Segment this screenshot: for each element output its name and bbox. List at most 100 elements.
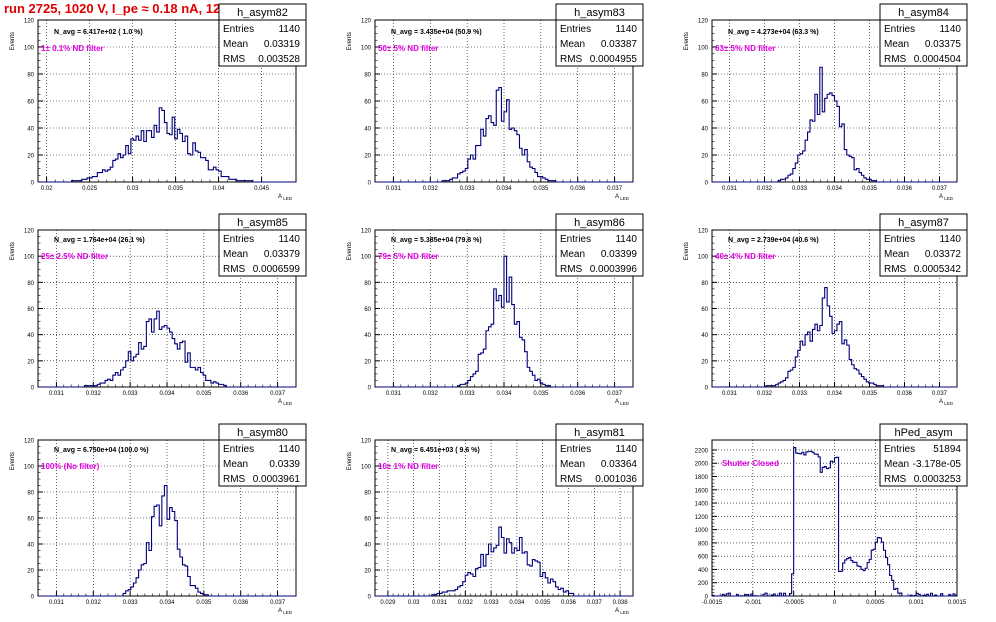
stats-box bbox=[555, 213, 644, 277]
y-tick-label: 60 bbox=[364, 517, 371, 523]
histogram-panel-h_asym85: 0 20 40 60 80 100 120 0.031 0.032 0.033 0.034 0.035… bbox=[10, 213, 307, 406]
filter-annotation: 40± 4% ND filter bbox=[715, 252, 775, 261]
y-axis-label: Events bbox=[347, 242, 353, 260]
stats-key-entries: Entries bbox=[560, 234, 591, 245]
x-tick-label: -0.001 bbox=[744, 600, 762, 606]
x-tick-label: 0.02 bbox=[41, 186, 53, 192]
stats-key-rms: RMS bbox=[560, 54, 583, 65]
filter-annotation: Shutter Closed bbox=[722, 459, 779, 468]
histogram-title: hPed_asym bbox=[894, 427, 952, 439]
x-tick-label: -0.0015 bbox=[702, 600, 723, 606]
x-tick-label: 0.032 bbox=[458, 600, 474, 606]
y-axis-label: Events bbox=[684, 242, 690, 260]
y-tick-label: 100 bbox=[698, 46, 709, 52]
stats-key-mean: Mean bbox=[560, 459, 585, 470]
x-tick-label: 0.031 bbox=[386, 186, 402, 192]
x-tick-label: 0.033 bbox=[460, 391, 476, 397]
x-tick-label: 0.0015 bbox=[948, 600, 967, 606]
histogram-panel-h_asym84: 0 20 40 60 80 100 120 0.031 0.032 0.033 0.034 0.035… bbox=[684, 3, 968, 201]
navg-label: N_avg = 3.435e+04 (50.9 %) bbox=[391, 29, 482, 36]
y-tick-label: 1800 bbox=[695, 475, 709, 481]
y-tick-label: 0 bbox=[368, 595, 372, 601]
histogram-panel-h_asym82: 0 20 40 60 80 100 120 0.02 0.025 0.03 0.035 0.04 0.0… bbox=[10, 3, 307, 201]
y-tick-label: 0 bbox=[31, 386, 35, 392]
y-tick-label: 80 bbox=[27, 73, 34, 79]
stats-key-mean: Mean bbox=[560, 249, 585, 260]
stats-key-entries: Entries bbox=[223, 444, 254, 455]
y-tick-label: 60 bbox=[364, 100, 371, 106]
y-tick-label: 60 bbox=[27, 307, 34, 313]
x-axis-label: A LED bbox=[939, 194, 954, 201]
page-title: run 2725, 1020 V, I_pe ≈ 0.18 nA, 120 Hz bbox=[4, 1, 247, 16]
x-tick-label: 0.035 bbox=[862, 186, 878, 192]
stats-value-mean: 0.03379 bbox=[264, 249, 301, 260]
x-tick-label: 0.034 bbox=[496, 391, 512, 397]
x-tick-label: 0.04 bbox=[213, 186, 225, 192]
x-tick-label: 0.031 bbox=[432, 600, 448, 606]
stats-box bbox=[555, 3, 644, 67]
filter-annotation: 100% (No filter) bbox=[41, 462, 100, 471]
y-tick-label: 120 bbox=[361, 229, 372, 235]
x-tick-label: 0.0005 bbox=[866, 600, 885, 606]
y-tick-label: 1400 bbox=[695, 502, 709, 508]
y-tick-label: 80 bbox=[364, 73, 371, 79]
x-tick-label: 0.033 bbox=[460, 186, 476, 192]
stats-value-mean: 0.03387 bbox=[601, 39, 638, 50]
histogram-panel-h_asym81: 0 20 40 60 80 100 120 0.029 0.03 0.031 0.032 0.033 0… bbox=[347, 423, 644, 615]
histogram-panel-h_asym87: 0 20 40 60 80 100 120 0.031 0.032 0.033 0.034 0.035… bbox=[684, 213, 968, 406]
x-tick-label: 0.037 bbox=[607, 391, 623, 397]
x-tick-label: 0.034 bbox=[496, 186, 512, 192]
stats-key-entries: Entries bbox=[560, 24, 591, 35]
y-tick-label: 2000 bbox=[695, 462, 709, 468]
y-tick-label: 0 bbox=[705, 386, 709, 392]
y-tick-label: 20 bbox=[701, 359, 708, 365]
y-tick-label: 100 bbox=[361, 46, 372, 52]
x-tick-label: 0.031 bbox=[49, 600, 65, 606]
y-tick-label: 100 bbox=[361, 465, 372, 471]
y-tick-label: 100 bbox=[24, 46, 35, 52]
histogram-title: h_asym82 bbox=[237, 7, 288, 19]
x-tick-label: 0.032 bbox=[86, 600, 102, 606]
y-axis-label: Events bbox=[684, 32, 690, 50]
stats-key-rms: RMS bbox=[884, 54, 907, 65]
x-tick-label: 0.032 bbox=[86, 391, 102, 397]
histogram-line bbox=[38, 310, 296, 388]
y-tick-label: 1200 bbox=[695, 515, 709, 521]
x-tick-label: 0.034 bbox=[827, 186, 843, 192]
y-tick-label: 0 bbox=[31, 181, 35, 187]
y-tick-label: 20 bbox=[701, 154, 708, 160]
stats-value-entries: 1140 bbox=[278, 234, 300, 245]
y-tick-label: 20 bbox=[364, 154, 371, 160]
x-tick-label: 0.031 bbox=[722, 186, 738, 192]
y-tick-label: 0 bbox=[368, 181, 372, 187]
stats-value-rms: 0.0003996 bbox=[590, 264, 638, 275]
stats-value-rms: 0.0003961 bbox=[253, 474, 301, 485]
navg-label: N_avg = 2.739e+04 (40.6 %) bbox=[728, 237, 819, 244]
y-tick-label: 60 bbox=[27, 517, 34, 523]
histogram-line bbox=[375, 86, 633, 183]
stats-box bbox=[218, 213, 307, 277]
stats-key-mean: Mean bbox=[884, 249, 909, 260]
y-tick-label: 40 bbox=[364, 543, 371, 549]
histogram-line bbox=[38, 107, 296, 183]
stats-value-entries: 1140 bbox=[615, 234, 637, 245]
x-tick-label: 0.036 bbox=[897, 391, 913, 397]
stats-value-entries: 1140 bbox=[615, 444, 637, 455]
histogram-line bbox=[712, 66, 957, 183]
filter-annotation: 79± 5% ND filter bbox=[378, 252, 438, 261]
stats-value-rms: 0.0006599 bbox=[253, 264, 301, 275]
y-tick-label: 100 bbox=[698, 255, 709, 261]
x-tick-label: 0.037 bbox=[932, 391, 948, 397]
stats-key-rms: RMS bbox=[223, 474, 246, 485]
x-tick-label: 0.037 bbox=[607, 186, 623, 192]
histogram-panel-h_asym86: 0 20 40 60 80 100 120 0.031 0.032 0.033 0.034 0.035… bbox=[347, 213, 644, 406]
y-tick-label: 800 bbox=[698, 541, 709, 547]
y-tick-label: 600 bbox=[698, 555, 709, 561]
x-tick-label: 0.032 bbox=[757, 391, 773, 397]
x-tick-label: 0.035 bbox=[533, 391, 549, 397]
stats-box bbox=[218, 423, 307, 487]
x-tick-label: 0.031 bbox=[49, 391, 65, 397]
x-tick-label: 0.045 bbox=[254, 186, 270, 192]
stats-box bbox=[555, 423, 644, 487]
histogram-title: h_asym80 bbox=[237, 427, 288, 439]
